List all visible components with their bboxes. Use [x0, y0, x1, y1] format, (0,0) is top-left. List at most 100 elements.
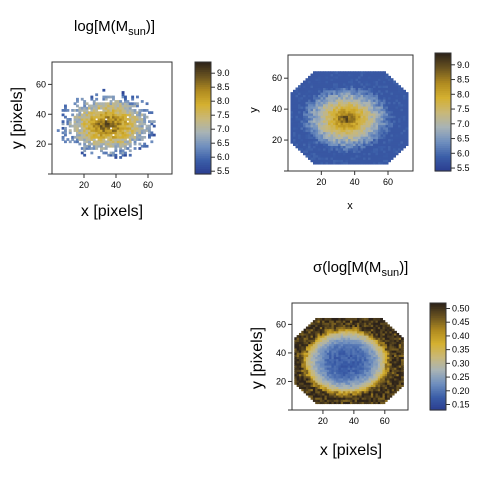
heatmap-cell	[350, 386, 353, 390]
heatmap-cell	[90, 97, 94, 101]
heatmap-cell	[80, 138, 84, 141]
heatmap-cell	[377, 341, 381, 345]
smoothed-mass-map-x-label: x	[347, 200, 353, 212]
heatmap-cell	[375, 73, 379, 77]
heatmap-cell	[393, 113, 396, 116]
heatmap-cell	[298, 115, 301, 119]
colorbar-strip	[195, 116, 211, 119]
heatmap-cell	[347, 322, 351, 325]
heatmap-cell	[343, 87, 346, 91]
heatmap-cell	[347, 350, 351, 353]
heatmap-cell	[90, 115, 94, 119]
heatmap-cell	[315, 117, 319, 121]
heatmap-cell	[315, 371, 319, 375]
heatmap-cell	[333, 397, 337, 400]
heatmap-cell	[152, 133, 156, 137]
heatmap-cell	[387, 382, 390, 385]
heatmap-cell	[315, 399, 319, 402]
heatmap-cell	[393, 108, 396, 112]
heatmap-cell	[329, 382, 332, 385]
heatmap-cell	[352, 345, 356, 349]
heatmap-cell	[384, 347, 388, 351]
heatmap-cell	[124, 153, 127, 157]
heatmap-cell	[312, 324, 316, 328]
heatmap-cell	[358, 108, 361, 112]
heatmap-cell	[378, 136, 381, 140]
heatmap-cell	[322, 328, 325, 332]
heatmap-cell	[403, 126, 406, 130]
heatmap-cell	[368, 377, 372, 381]
heatmap-cell	[85, 144, 89, 148]
heatmap-cell	[315, 145, 319, 149]
heatmap-cell	[380, 347, 383, 351]
heatmap-cell	[320, 110, 324, 114]
heatmap-cell	[363, 360, 367, 364]
heatmap-cell	[318, 92, 321, 95]
heatmap-cell	[343, 115, 346, 119]
heatmap-cell	[325, 75, 329, 79]
heatmap-cell	[322, 354, 325, 357]
heatmap-cell	[375, 71, 379, 75]
heatmap-cell	[328, 75, 331, 79]
heatmap-cell	[393, 101, 396, 105]
heatmap-cell	[293, 99, 296, 102]
heatmap-cell	[353, 89, 356, 93]
colorbar-frame	[194, 61, 212, 175]
heatmap-cell	[136, 102, 139, 106]
heatmap-cell	[370, 332, 374, 336]
heatmap-cell	[356, 375, 360, 379]
heatmap-cell	[92, 126, 96, 130]
heatmap-cell	[150, 111, 154, 115]
heatmap-cell	[313, 78, 316, 82]
heatmap-cell	[308, 126, 311, 130]
heatmap-cell	[398, 122, 401, 126]
heatmap-cell	[294, 358, 298, 362]
heatmap-cell	[340, 347, 344, 351]
heatmap-cell	[380, 332, 383, 336]
heatmap-cell	[368, 133, 371, 137]
heatmap-cell	[317, 373, 321, 377]
heatmap-cell	[387, 375, 390, 379]
heatmap-cell	[353, 159, 356, 163]
heatmap-cell	[315, 320, 319, 323]
heatmap-cell	[138, 124, 142, 128]
heatmap-cell	[394, 337, 397, 340]
heatmap-cell	[310, 330, 314, 334]
heatmap-cell	[391, 332, 395, 336]
heatmap-cell	[347, 326, 351, 330]
heatmap-cell	[303, 80, 306, 84]
heatmap-cell	[380, 320, 383, 323]
heatmap-cell	[345, 110, 349, 114]
heatmap-cell	[310, 129, 314, 133]
heatmap-cell	[305, 337, 309, 340]
colorbar-strip	[195, 121, 211, 125]
heatmap-cell	[104, 106, 108, 110]
colorbar-strip	[195, 84, 211, 87]
heatmap-cell	[298, 367, 302, 370]
heatmap-cell	[389, 377, 393, 381]
heatmap-cell	[395, 138, 399, 142]
heatmap-cell	[325, 80, 329, 84]
heatmap-cell	[313, 126, 316, 130]
heatmap-cell	[363, 138, 366, 142]
heatmap-cell	[354, 399, 358, 402]
heatmap-cell	[338, 161, 341, 165]
heatmap-cell	[345, 373, 349, 377]
heatmap-cell	[136, 133, 139, 137]
heatmap-cell	[363, 75, 366, 79]
heatmap-cell	[133, 120, 137, 123]
heatmap-cell	[350, 159, 354, 163]
heatmap-cell	[97, 106, 101, 110]
heatmap-cell	[329, 320, 332, 323]
heatmap-cell	[335, 82, 339, 86]
heatmap-cell	[352, 324, 356, 328]
heatmap-cell	[310, 94, 314, 98]
heatmap-cell	[359, 345, 363, 349]
heatmap-cell	[128, 133, 132, 137]
sigma-map-cells	[294, 317, 404, 405]
heatmap-cell	[325, 110, 329, 114]
heatmap-cell	[95, 113, 99, 117]
heatmap-cell	[360, 115, 364, 119]
heatmap-cell	[308, 365, 312, 368]
